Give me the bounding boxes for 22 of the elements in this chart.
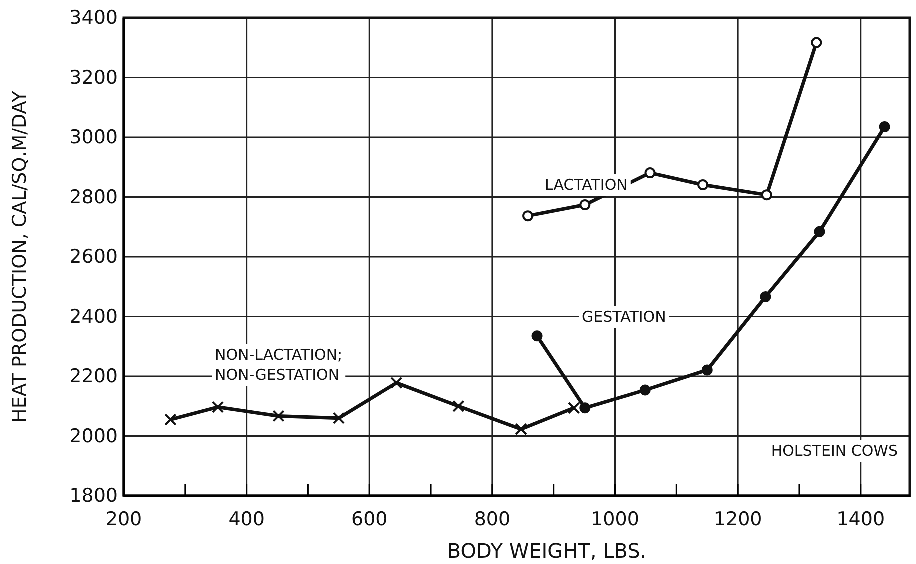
series-label: LACTATION: [545, 176, 628, 194]
text: GESTATION: [582, 308, 666, 326]
y-tick-label: 2600: [70, 246, 118, 268]
y-tick-label: 1800: [70, 485, 118, 508]
x-axis-title: BODY WEIGHT, LBS.: [447, 539, 647, 563]
y-tick-label: 2000: [70, 425, 118, 448]
y-tick-label: 3000: [70, 126, 118, 149]
y-tick-label: 2200: [70, 366, 118, 388]
y-tick-label: 3400: [70, 7, 118, 30]
series-label: NON-LACTATION; NON-GESTATION: [215, 346, 343, 384]
x-tick-label: 400: [228, 508, 265, 530]
y-tick-label: 2400: [70, 306, 118, 328]
x-tick-label: 200: [106, 508, 142, 530]
x-tick-label: 800: [474, 508, 511, 530]
y-tick-label: 2800: [70, 186, 118, 208]
x-tick-label: 1400: [836, 508, 886, 530]
x-tick-label: 600: [351, 508, 388, 530]
x-tick-label: 1200: [714, 508, 762, 530]
y-tick-label: 3200: [70, 66, 118, 89]
y-axis-title: HEAT PRODUCTION, CAL/SQ.M/DAY: [9, 90, 31, 423]
x-tick-label: 1000: [591, 508, 640, 530]
annotation: HOLSTEIN COWS: [771, 442, 898, 460]
